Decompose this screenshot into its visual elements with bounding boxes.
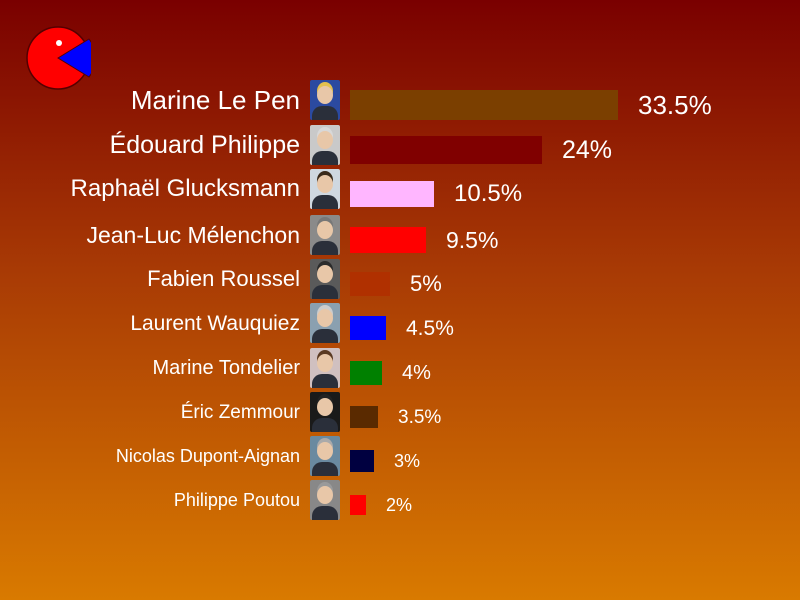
value-label: 5%	[410, 271, 442, 296]
category-label: Raphaël Glucksmann	[70, 175, 300, 202]
value-label: 9.5%	[446, 226, 499, 253]
category-label: Nicolas Dupont-Aignan	[115, 446, 300, 466]
value-label: 3%	[394, 451, 421, 471]
bar	[350, 406, 378, 428]
value-label: 10.5%	[454, 180, 523, 207]
value-label: 2%	[386, 495, 413, 515]
category-label: Marine Le Pen	[130, 85, 300, 115]
raphael-glucksmann-portrait-icon	[310, 169, 340, 209]
category-label: Jean-Luc Mélenchon	[86, 221, 300, 248]
jean-luc-melenchon-portrait-icon	[310, 215, 340, 255]
bar	[350, 361, 382, 385]
laurent-wauquiez-portrait-icon	[310, 303, 340, 343]
pacman-logo-icon	[26, 26, 91, 90]
bar	[350, 450, 374, 472]
philippe-poutou-portrait-icon	[310, 480, 340, 520]
edouard-philippe-portrait-icon	[310, 125, 340, 165]
category-label: Laurent Wauquiez	[130, 311, 300, 335]
nicolas-dupont-aignan-portrait-icon	[310, 436, 340, 476]
bar	[350, 495, 366, 515]
value-label: 3.5%	[398, 406, 442, 428]
value-label: 4.5%	[406, 316, 454, 340]
value-label: 33.5%	[638, 90, 712, 120]
fabien-roussel-portrait-icon	[310, 259, 340, 299]
value-label: 24%	[562, 135, 613, 164]
category-label: Marine Tondelier	[152, 357, 301, 379]
category-label: Fabien Roussel	[147, 266, 300, 291]
category-label: Édouard Philippe	[109, 130, 300, 159]
eric-zemmour-portrait-icon	[310, 392, 340, 432]
bar	[350, 181, 434, 207]
value-label: 4%	[402, 362, 431, 384]
bar	[350, 136, 542, 164]
marine-tondelier-portrait-icon	[310, 348, 340, 388]
bar	[350, 272, 390, 296]
category-label: Éric Zemmour	[180, 401, 300, 423]
bar	[350, 90, 618, 120]
bar	[350, 227, 426, 253]
bar	[350, 316, 386, 340]
category-label: Philippe Poutou	[173, 490, 300, 510]
marine-le-pen-portrait-icon	[310, 80, 340, 120]
